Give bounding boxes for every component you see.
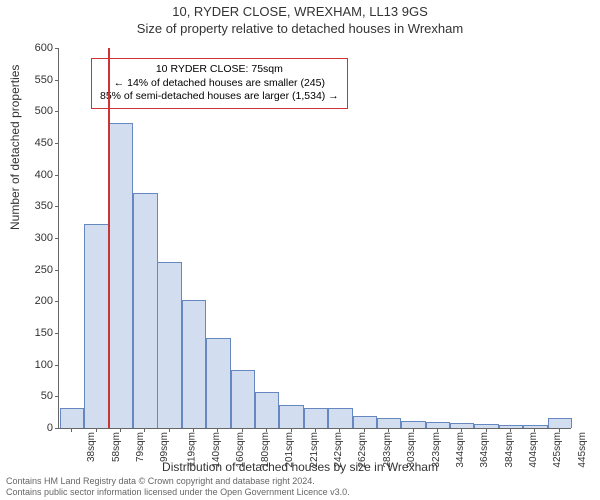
- x-tick-label: 38sqm: [86, 432, 97, 462]
- x-tick-mark: [437, 428, 438, 432]
- x-tick-label: 99sqm: [159, 432, 170, 462]
- histogram-bar: [109, 123, 133, 428]
- footer-line-1: Contains HM Land Registry data © Crown c…: [6, 476, 350, 487]
- footer-attribution: Contains HM Land Registry data © Crown c…: [6, 476, 350, 498]
- x-tick-mark: [217, 428, 218, 432]
- histogram-bar: [279, 405, 303, 428]
- chart-title-block: 10, RYDER CLOSE, WREXHAM, LL13 9GS Size …: [0, 0, 600, 38]
- x-tick-mark: [169, 428, 170, 432]
- y-tick-mark: [55, 333, 59, 334]
- annotation-box: 10 RYDER CLOSE: 75sqm ← 14% of detached …: [91, 58, 348, 109]
- y-tick-label: 150: [35, 327, 53, 339]
- histogram-bar: [401, 421, 425, 428]
- x-tick-mark: [364, 428, 365, 432]
- histogram-bar: [157, 262, 181, 428]
- histogram-bar: [548, 418, 572, 429]
- x-tick-mark: [193, 428, 194, 432]
- x-tick-mark: [71, 428, 72, 432]
- y-tick-label: 400: [35, 169, 53, 181]
- x-tick-mark: [242, 428, 243, 432]
- histogram-bar: [182, 300, 206, 428]
- y-tick-mark: [55, 143, 59, 144]
- x-axis-label: Distribution of detached houses by size …: [0, 460, 600, 474]
- x-tick-mark: [461, 428, 462, 432]
- x-tick-mark: [96, 428, 97, 432]
- x-tick-mark: [388, 428, 389, 432]
- x-tick-mark: [534, 428, 535, 432]
- y-tick-mark: [55, 396, 59, 397]
- property-marker-line: [108, 48, 110, 428]
- x-tick-mark: [315, 428, 316, 432]
- histogram-bar: [133, 193, 157, 428]
- y-tick-label: 250: [35, 264, 53, 276]
- y-tick-label: 500: [35, 105, 53, 117]
- y-tick-label: 350: [35, 200, 53, 212]
- y-tick-mark: [55, 428, 59, 429]
- y-tick-mark: [55, 365, 59, 366]
- y-tick-label: 100: [35, 359, 53, 371]
- histogram-bar: [304, 408, 328, 428]
- histogram-bar: [377, 418, 401, 429]
- y-tick-mark: [55, 301, 59, 302]
- y-tick-mark: [55, 238, 59, 239]
- x-tick-mark: [486, 428, 487, 432]
- y-tick-mark: [55, 48, 59, 49]
- title-line-1: 10, RYDER CLOSE, WREXHAM, LL13 9GS: [0, 4, 600, 21]
- y-tick-mark: [55, 206, 59, 207]
- histogram-bar: [353, 416, 377, 428]
- annotation-line-1: 10 RYDER CLOSE: 75sqm: [100, 63, 339, 77]
- y-tick-label: 450: [35, 137, 53, 149]
- x-tick-mark: [339, 428, 340, 432]
- histogram-bar: [84, 224, 108, 428]
- y-tick-label: 550: [35, 74, 53, 86]
- title-line-2: Size of property relative to detached ho…: [0, 21, 600, 38]
- x-tick-mark: [120, 428, 121, 432]
- y-axis-label: Number of detached properties: [8, 65, 22, 230]
- x-tick-mark: [413, 428, 414, 432]
- footer-line-2: Contains public sector information licen…: [6, 487, 350, 498]
- histogram-bar: [60, 408, 84, 428]
- y-tick-mark: [55, 80, 59, 81]
- y-tick-mark: [55, 270, 59, 271]
- x-tick-label: 79sqm: [135, 432, 146, 462]
- y-tick-mark: [55, 111, 59, 112]
- x-tick-mark: [559, 428, 560, 432]
- y-tick-label: 0: [47, 422, 53, 434]
- y-tick-label: 300: [35, 232, 53, 244]
- annotation-line-2: ← 14% of detached houses are smaller (24…: [100, 77, 339, 91]
- histogram-bar: [328, 408, 352, 428]
- y-tick-mark: [55, 175, 59, 176]
- annotation-line-3: 85% of semi-detached houses are larger (…: [100, 90, 339, 104]
- y-tick-label: 200: [35, 295, 53, 307]
- chart-plot-area: 10 RYDER CLOSE: 75sqm ← 14% of detached …: [58, 48, 571, 429]
- x-tick-mark: [291, 428, 292, 432]
- histogram-bar: [426, 422, 450, 428]
- x-tick-mark: [144, 428, 145, 432]
- x-tick-mark: [266, 428, 267, 432]
- x-tick-label: 58sqm: [111, 432, 122, 462]
- x-tick-mark: [510, 428, 511, 432]
- histogram-bar: [231, 370, 255, 428]
- histogram-bar: [255, 392, 279, 428]
- y-tick-label: 600: [35, 42, 53, 54]
- y-tick-label: 50: [41, 390, 53, 402]
- histogram-bar: [206, 338, 230, 428]
